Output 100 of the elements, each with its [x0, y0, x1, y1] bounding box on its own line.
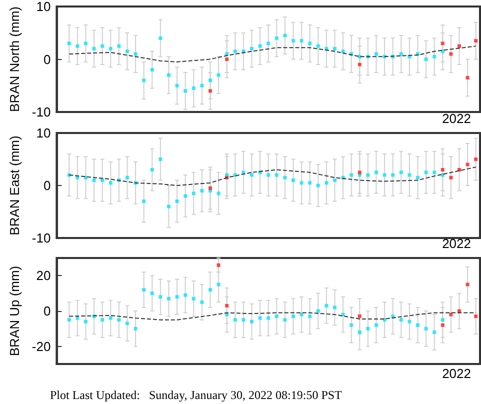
- point: [366, 173, 370, 177]
- point: [266, 173, 270, 177]
- point: [358, 62, 362, 66]
- point: [308, 314, 312, 318]
- point: [142, 78, 146, 82]
- point: [76, 44, 80, 48]
- point: [142, 200, 146, 203]
- point: [208, 186, 212, 190]
- point: [266, 42, 270, 46]
- point: [158, 158, 162, 161]
- annotation: 2022: [442, 236, 471, 251]
- point: [166, 204, 170, 208]
- point: [283, 176, 287, 180]
- point: [358, 330, 362, 334]
- line-series: [68, 312, 476, 320]
- point: [76, 316, 80, 320]
- point: [92, 46, 96, 50]
- y-tick-label: -10: [32, 104, 51, 120]
- annotation: 2022: [442, 111, 471, 126]
- point: [291, 39, 295, 43]
- y-tick-label: 0: [43, 304, 51, 318]
- point: [399, 52, 403, 56]
- point: [225, 52, 229, 56]
- point: [440, 42, 444, 46]
- point: [332, 306, 336, 310]
- point: [117, 318, 121, 322]
- y-tick-label: -20: [32, 338, 51, 354]
- point: [374, 323, 378, 327]
- point: [300, 312, 304, 316]
- point: [466, 282, 470, 286]
- point: [440, 318, 444, 322]
- point: [200, 300, 204, 304]
- point: [458, 44, 461, 48]
- point: [350, 173, 354, 177]
- point: [300, 39, 304, 43]
- point: [192, 296, 196, 300]
- point: [474, 158, 478, 161]
- point: [192, 86, 196, 90]
- point: [184, 194, 188, 198]
- point: [108, 46, 112, 50]
- point: [175, 295, 179, 299]
- point: [250, 320, 254, 324]
- point: [225, 58, 229, 61]
- point: [233, 50, 237, 54]
- point: [258, 316, 262, 320]
- point: [440, 168, 444, 172]
- point: [242, 170, 246, 174]
- point: [142, 288, 146, 292]
- y-tick-label: -10: [32, 230, 51, 246]
- point: [208, 89, 212, 93]
- point: [449, 176, 453, 180]
- point: [432, 54, 436, 58]
- point: [166, 296, 170, 300]
- point: [274, 36, 278, 40]
- point: [391, 173, 395, 177]
- point: [316, 44, 320, 48]
- point: [184, 89, 188, 93]
- point: [134, 52, 138, 56]
- point: [408, 173, 412, 177]
- point: [166, 73, 170, 77]
- point: [374, 52, 378, 56]
- point: [283, 34, 287, 38]
- point: [274, 173, 278, 177]
- point: [150, 168, 154, 172]
- point: [324, 181, 328, 185]
- point: [208, 288, 212, 292]
- point: [233, 318, 237, 322]
- point: [424, 58, 428, 61]
- point: [466, 76, 470, 80]
- point: [416, 176, 420, 180]
- point: [134, 326, 138, 330]
- point: [341, 312, 345, 316]
- point: [216, 73, 220, 77]
- point: [117, 44, 121, 48]
- point: [466, 162, 470, 166]
- point: [449, 312, 453, 316]
- point: [474, 39, 478, 43]
- point: [175, 200, 179, 203]
- point: [283, 318, 287, 322]
- point: [408, 320, 412, 324]
- point: [100, 318, 104, 322]
- point: [100, 178, 104, 182]
- y-tick-label: 0: [43, 52, 51, 67]
- point: [200, 84, 204, 88]
- point: [274, 314, 278, 318]
- point: [192, 192, 196, 196]
- point: [399, 170, 403, 174]
- point: [332, 46, 336, 50]
- point: [67, 318, 71, 322]
- point: [440, 323, 444, 327]
- point: [291, 178, 295, 182]
- point: [449, 52, 453, 56]
- point: [175, 84, 179, 88]
- point: [332, 178, 336, 182]
- point: [308, 42, 312, 46]
- point: [316, 309, 320, 313]
- point: [324, 304, 328, 308]
- point: [225, 304, 229, 308]
- point: [84, 320, 88, 324]
- point: [250, 46, 254, 50]
